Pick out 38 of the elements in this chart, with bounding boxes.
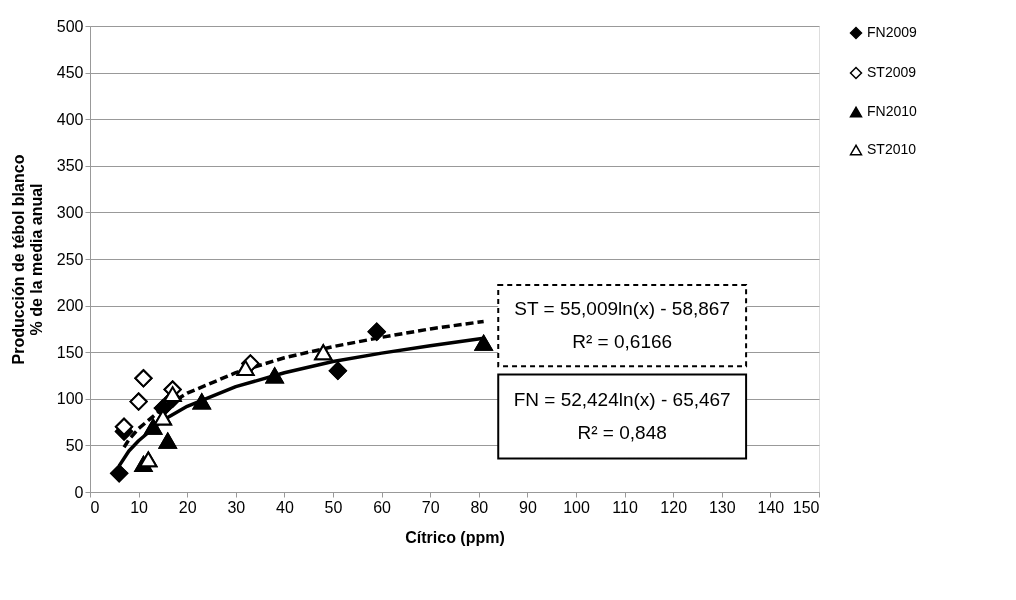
y-tick-label: 150 — [56, 343, 84, 361]
x-tick-label: 20 — [178, 498, 197, 516]
legend-label: FN2009 — [867, 24, 918, 40]
x-tick-label: 30 — [227, 498, 246, 516]
annotation: FN = 52,424ln(x) - 65,467 — [513, 388, 731, 410]
x-tick-label: 150 — [792, 498, 820, 516]
x-tick-label: 60 — [373, 498, 392, 516]
x-tick-label: 80 — [470, 498, 489, 516]
annotation: R² = 0,6166 — [572, 330, 673, 352]
x-tick-label: 110 — [612, 498, 638, 516]
annotation: ST = 55,009ln(x) - 58,867 — [514, 298, 730, 320]
text: % de la media anual — [27, 183, 45, 336]
x-tick-label: 70 — [421, 498, 440, 516]
x-tick-label: 90 — [519, 498, 537, 516]
x-axis-title: Cítrico (ppm) — [405, 528, 505, 546]
y-tick-label: 250 — [56, 250, 84, 268]
x-tick-label: 140 — [757, 498, 785, 516]
legend-label: FN2010 — [867, 103, 918, 119]
x-tick-label: 40 — [276, 498, 294, 516]
y-tick-label: 200 — [56, 297, 84, 315]
x-tick-label: 120 — [660, 498, 688, 516]
x-tick-label: 100 — [563, 498, 590, 516]
y-tick-label: 0 — [74, 483, 84, 501]
y-tick-label: 500 — [56, 17, 84, 35]
y-tick-label: 450 — [56, 64, 84, 82]
x-tick-label: 130 — [708, 498, 736, 516]
legend-label: ST2009 — [867, 64, 917, 80]
y-tick-label: 300 — [56, 203, 84, 221]
annotation: R² = 0,848 — [577, 422, 667, 444]
x-tick-label: 0 — [90, 498, 100, 516]
x-tick-label: 10 — [130, 498, 149, 516]
y-tick-label: 100 — [56, 390, 84, 408]
legend-label: ST2010 — [867, 141, 917, 157]
y-tick-label: 400 — [56, 110, 84, 128]
x-tick-label: 50 — [324, 498, 343, 516]
y-tick-label: 50 — [65, 436, 84, 454]
text: Producción de tébol blanco — [9, 154, 27, 365]
y-tick-label: 350 — [56, 157, 84, 175]
